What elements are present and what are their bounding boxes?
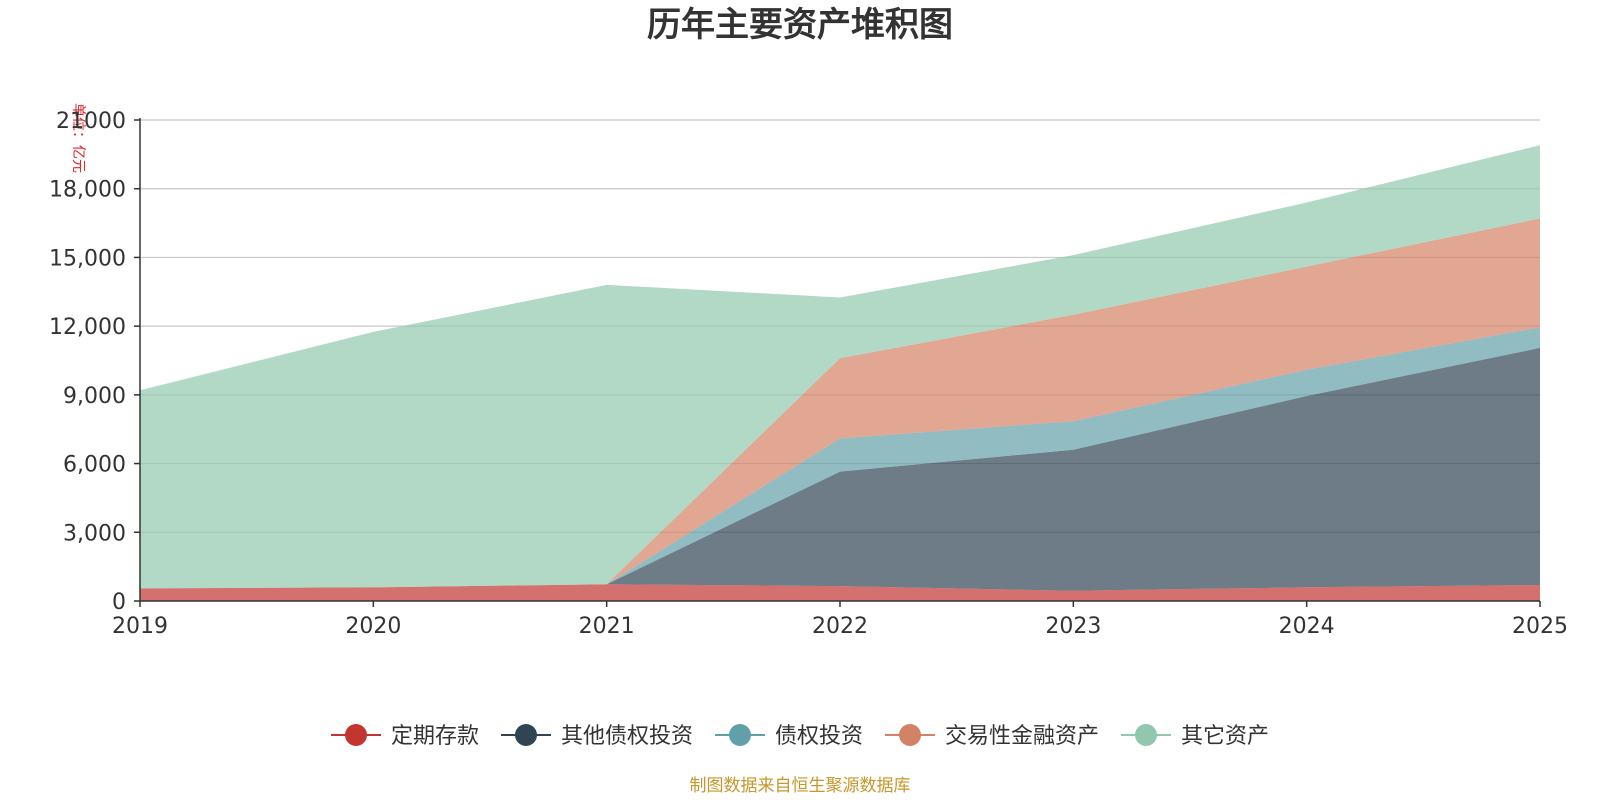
legend-item-2[interactable]: 债权投资 xyxy=(715,724,863,749)
area-series-0 xyxy=(140,584,1540,601)
y-axis-unit-label: 单位：亿元 xyxy=(70,103,86,173)
legend-label: 其它资产 xyxy=(1181,724,1269,749)
x-tick-label: 2024 xyxy=(1279,614,1335,639)
legend-marker-icon xyxy=(515,724,537,746)
legend-label: 债权投资 xyxy=(775,724,863,749)
legend-marker-icon xyxy=(345,724,367,746)
area-series-group xyxy=(140,145,1540,601)
legend-marker-icon xyxy=(1135,724,1157,746)
axes: 0 3,000 6,000 9,000 12,000 15,000 18,000 21000 2… xyxy=(49,109,1568,639)
area-series-2 xyxy=(140,327,1540,589)
x-tick-label: 2019 xyxy=(112,614,168,639)
x-tick-label: 2025 xyxy=(1512,614,1568,639)
y-tick-label: 18,000 xyxy=(49,178,126,203)
legend-marker-icon xyxy=(899,724,921,746)
legend-label: 交易性金融资产 xyxy=(945,724,1099,749)
y-tick-label: 6,000 xyxy=(63,453,126,478)
legend-item-0[interactable]: 定期存款 xyxy=(331,724,479,749)
area-series-1 xyxy=(140,347,1540,591)
y-tick-label: 9,000 xyxy=(63,384,126,409)
chart-title: 历年主要资产堆积图 xyxy=(647,5,953,45)
y-tick-label: 12,000 xyxy=(49,315,126,340)
area-series-3 xyxy=(140,218,1540,589)
x-tick-label: 2020 xyxy=(345,614,401,639)
legend: 定期存款 其他债权投资 债权投资 交易性金融资产 其它资产 xyxy=(331,724,1269,749)
y-tick-label: 15,000 xyxy=(49,246,126,271)
x-tick-label: 2023 xyxy=(1045,614,1101,639)
legend-item-4[interactable]: 其它资产 xyxy=(1121,724,1269,749)
x-tick-label: 2021 xyxy=(579,614,635,639)
legend-label: 其他债权投资 xyxy=(561,724,693,749)
legend-item-3[interactable]: 交易性金融资产 xyxy=(885,724,1099,749)
legend-label: 定期存款 xyxy=(391,724,479,749)
y-tick-label: 3,000 xyxy=(63,521,126,546)
y-tick-label: 21000 xyxy=(56,109,126,134)
y-tick-label: 0 xyxy=(112,590,126,615)
legend-item-1[interactable]: 其他债权投资 xyxy=(501,724,693,749)
area-series-4 xyxy=(140,145,1540,589)
legend-marker-icon xyxy=(729,724,751,746)
source-note: 制图数据来自恒生聚源数据库 xyxy=(690,776,911,796)
x-tick-label: 2022 xyxy=(812,614,868,639)
